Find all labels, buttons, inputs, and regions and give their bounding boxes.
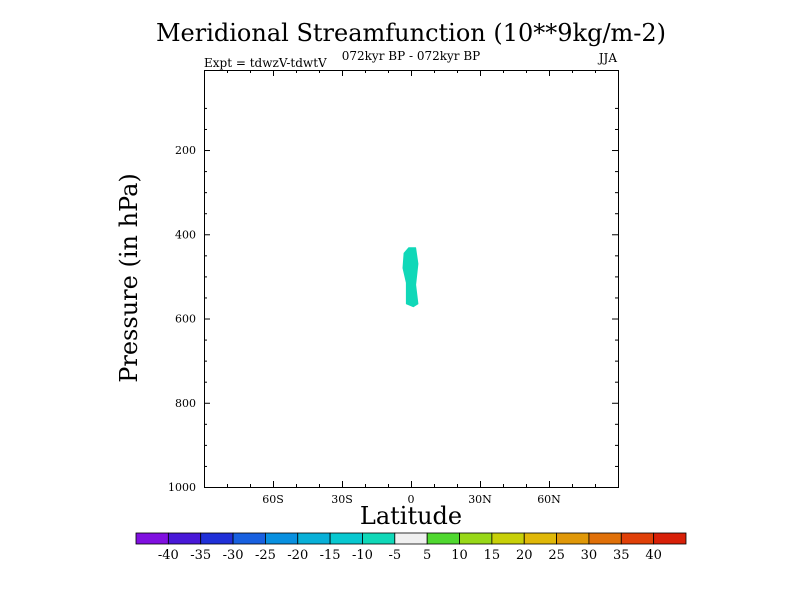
x-tick-labels: 60S 30S 0 30N 60N: [262, 493, 561, 506]
colorbar-swatch: [297, 532, 331, 545]
colorbar-swatch: [200, 532, 234, 545]
colorbar-swatch: [523, 532, 557, 545]
season-label: JJA: [597, 51, 618, 65]
colorbar-swatch: [588, 532, 622, 545]
colorbar-label: -30: [223, 548, 244, 563]
y-tick-label: 1000: [168, 481, 196, 494]
colorbar-swatch: [556, 532, 590, 545]
colorbar: [135, 532, 687, 545]
colorbar-swatch: [232, 532, 266, 545]
colorbar-label: 20: [516, 548, 533, 563]
contour-fill-layer: [402, 247, 419, 308]
x-tick-label: 0: [408, 493, 415, 506]
colorbar-swatch: [491, 532, 525, 545]
colorbar-label: 30: [581, 548, 598, 563]
x-tick-label: 30S: [331, 493, 353, 506]
y-tick-label: 400: [175, 228, 196, 241]
x-tick-label: 60N: [537, 493, 561, 506]
colorbar-label: -40: [158, 548, 179, 563]
colorbar-label: 40: [645, 548, 662, 563]
colorbar-swatch: [426, 532, 460, 545]
plot-frame: [204, 70, 619, 488]
colorbar-label: -20: [287, 548, 308, 563]
x-axis-label: Latitude: [360, 502, 462, 530]
chart-subtitle: 072kyr BP - 072kyr BP: [342, 49, 480, 63]
y-tick-labels: 200 400 600 800 1000: [168, 144, 196, 494]
colorbar-swatch: [167, 532, 202, 545]
colorbar-label: -5: [388, 548, 401, 563]
colorbar-swatch: [459, 532, 493, 545]
colorbar-swatch: [620, 532, 655, 545]
colorbar-swatch: [135, 532, 169, 545]
x-tick-label: 30N: [468, 493, 492, 506]
colorbar-swatch: [265, 532, 299, 545]
colorbar-labels: -40 -35 -30 -25 -20 -15 -10 -5 5 10 15 20 25 30 35 40: [158, 548, 662, 563]
colorbar-label: 15: [484, 548, 501, 563]
colorbar-swatch: [653, 532, 687, 545]
colorbar-swatch: [362, 532, 396, 545]
colorbar-label: 5: [423, 548, 431, 563]
colorbar-label: -10: [352, 548, 373, 563]
colorbar-label: 35: [613, 548, 630, 563]
colorbar-label: -15: [320, 548, 341, 563]
colorbar-swatch: [329, 532, 363, 545]
experiment-label: Expt = tdwzV-tdwtV: [204, 56, 327, 70]
y-tick-label: 200: [175, 144, 196, 157]
colorbar-label: -35: [190, 548, 211, 563]
colorbar-label: 25: [548, 548, 565, 563]
y-tick-label: 600: [175, 313, 196, 326]
colorbar-label: 10: [451, 548, 468, 563]
y-axis-label: Pressure (in hPa): [115, 173, 143, 383]
chart-title: Meridional Streamfunction (10**9kg/m-2): [156, 19, 666, 47]
x-tick-label: 60S: [262, 493, 284, 506]
colorbar-swatch: [394, 532, 428, 545]
colorbar-label: -25: [255, 548, 276, 563]
contour-region-0: [402, 247, 419, 308]
y-tick-label: 800: [175, 397, 196, 410]
